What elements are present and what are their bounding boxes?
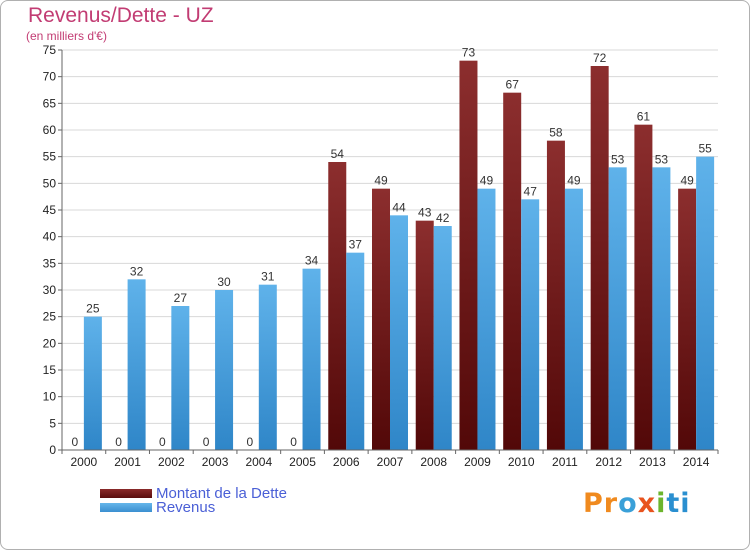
x-tick-label: 2011: [552, 455, 578, 469]
data-label-revenue-2000: 25: [86, 302, 100, 316]
y-tick-label: 15: [43, 363, 57, 377]
bar-revenue-2001: [127, 279, 146, 450]
data-label-revenue-2007: 44: [392, 200, 406, 214]
legend-item-revenue: Revenus: [100, 498, 287, 516]
proxiti-logo: Proxiti: [583, 488, 691, 519]
bar-revenue-2000: [83, 316, 102, 450]
data-label-debt-2000: 0: [72, 435, 79, 449]
data-label-revenue-2001: 32: [130, 264, 144, 278]
y-tick-label: 70: [43, 70, 57, 84]
legend-label-revenue: Revenus: [156, 498, 216, 516]
y-tick-label: 10: [43, 390, 57, 404]
legend-swatch-debt: [100, 488, 152, 498]
y-tick-label: 55: [43, 150, 57, 164]
y-tick-label: 25: [43, 310, 57, 324]
x-tick-label: 2006: [333, 455, 360, 469]
legend-label-debt: Montant de la Dette: [156, 484, 287, 502]
x-tick-label: 2001: [114, 455, 141, 469]
data-label-debt-2010: 67: [506, 78, 520, 92]
x-tick-label: 2007: [377, 455, 404, 469]
bar-revenue-2003: [215, 290, 234, 450]
bar-debt-2014: [678, 188, 697, 450]
data-label-debt-2002: 0: [159, 435, 166, 449]
data-label-debt-2012: 72: [593, 51, 607, 65]
x-tick-label: 2009: [464, 455, 491, 469]
x-tick-label: 2005: [289, 455, 316, 469]
x-tick-label: 2000: [71, 455, 98, 469]
chart-subtitle: (en milliers d'€): [26, 29, 107, 43]
data-label-revenue-2009: 49: [480, 174, 494, 188]
y-tick-label: 60: [43, 123, 57, 137]
bar-revenue-2012: [608, 167, 627, 451]
x-tick-label: 2010: [508, 455, 535, 469]
bar-debt-2013: [634, 124, 653, 451]
bar-revenue-2010: [521, 199, 540, 450]
bar-revenue-2008: [433, 226, 452, 450]
bar-revenue-2005: [302, 268, 321, 450]
bar-revenue-2006: [346, 252, 365, 450]
data-label-debt-2013: 61: [637, 110, 651, 124]
y-tick-label: 30: [43, 283, 57, 297]
data-label-revenue-2002: 27: [174, 291, 188, 305]
data-label-revenue-2005: 34: [305, 254, 319, 268]
bar-revenue-2014: [696, 156, 715, 450]
data-label-debt-2006: 54: [331, 147, 345, 161]
data-label-debt-2011: 58: [549, 126, 563, 140]
bar-debt-2010: [503, 92, 522, 451]
x-tick-label: 2003: [202, 455, 229, 469]
legend-item-debt: Montant de la Dette: [100, 484, 287, 502]
bar-revenue-2002: [171, 306, 190, 450]
data-label-revenue-2004: 31: [261, 270, 275, 284]
x-tick-label: 2012: [595, 455, 622, 469]
y-tick-label: 5: [49, 416, 56, 430]
data-label-debt-2005: 0: [290, 435, 297, 449]
legend: Montant de la Dette Revenus: [100, 484, 287, 516]
data-label-revenue-2010: 47: [524, 184, 538, 198]
bar-revenue-2009: [477, 188, 496, 450]
x-tick-label: 2004: [245, 455, 272, 469]
data-label-revenue-2014: 55: [698, 142, 712, 156]
bar-debt-2008: [415, 220, 434, 450]
bar-revenue-2011: [564, 188, 583, 450]
data-label-debt-2014: 49: [680, 174, 694, 188]
y-tick-label: 50: [43, 176, 57, 190]
y-axis: 0 5 10 15 20 25 30 35 40 45 50 55 60 65 70 75: [43, 43, 63, 457]
data-label-debt-2009: 73: [462, 46, 476, 60]
bar-revenue-2013: [652, 167, 671, 451]
y-tick-label: 75: [43, 43, 57, 57]
x-tick-label: 2013: [639, 455, 666, 469]
bar-debt-2007: [372, 188, 390, 450]
data-label-debt-2004: 0: [246, 435, 253, 449]
bar-debt-2009: [459, 60, 478, 451]
x-tick-label: 2002: [158, 455, 185, 469]
y-tick-label: 45: [43, 203, 57, 217]
data-label-revenue-2006: 37: [349, 238, 363, 252]
legend-swatch-revenue: [100, 502, 152, 512]
y-tick-label: 20: [43, 336, 57, 350]
y-tick-label: 35: [43, 256, 57, 270]
x-tick-label: 2008: [420, 455, 447, 469]
bar-revenue-2004: [258, 284, 277, 450]
y-tick-label: 40: [43, 230, 57, 244]
data-label-revenue-2013: 53: [655, 152, 669, 166]
bar-revenue-2007: [390, 215, 408, 450]
x-tick-label: 2014: [683, 455, 710, 469]
data-label-revenue-2011: 49: [567, 174, 581, 188]
y-tick-label: 65: [43, 96, 57, 110]
bars: 0 25 0 32 0 27 0 30 0 31 0 34 54 37 49 44 43 42 73 49 67 47 58…: [72, 46, 715, 451]
data-label-debt-2003: 0: [203, 435, 210, 449]
bar-debt-2006: [328, 162, 347, 450]
bar-debt-2012: [590, 66, 609, 450]
data-label-revenue-2012: 53: [611, 152, 625, 166]
data-label-debt-2001: 0: [115, 435, 122, 449]
data-label-debt-2007: 49: [374, 174, 388, 188]
y-tick-label: 0: [49, 443, 56, 457]
chart-title: Revenus/Dette - UZ: [28, 4, 214, 27]
data-label-revenue-2003: 30: [217, 275, 231, 289]
data-label-revenue-2008: 42: [436, 211, 450, 225]
x-axis: 2000 2001 2002 2003 2004 2005 2006 2007 2008 2009…: [61, 449, 719, 469]
data-label-debt-2008: 43: [418, 206, 432, 220]
bar-debt-2011: [546, 140, 565, 450]
